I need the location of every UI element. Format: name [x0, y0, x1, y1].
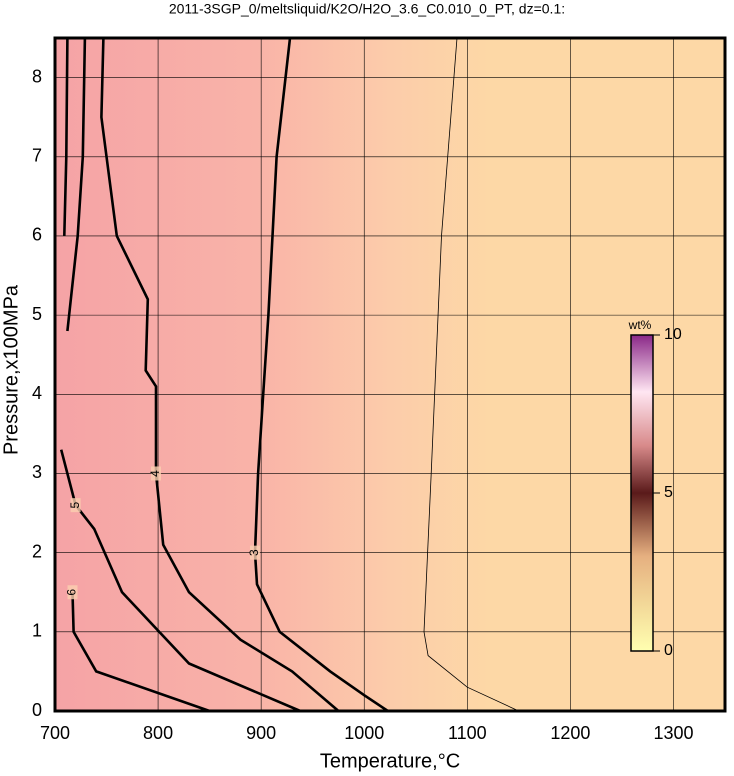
colorbar-ticks: 0 5 10 — [653, 326, 682, 659]
y-tick-label: 2 — [32, 541, 42, 561]
plot-frame — [53, 36, 727, 713]
x-tick-label: 800 — [143, 723, 173, 743]
contours: 3 4 5 6 — [59, 37, 519, 713]
contour-label: 3 — [247, 549, 261, 556]
plot-background — [55, 38, 725, 711]
contour-label-bg — [151, 466, 162, 481]
x-tick-label: 1000 — [344, 723, 384, 743]
chart-title: 2011-3SGP_0/meltsliquid/K2O/H2O_3.6_C0.0… — [169, 1, 565, 17]
y-tick-label: 4 — [32, 383, 42, 403]
x-axis-label: Temperature,°C — [320, 750, 460, 772]
y-axis-label: Pressure,x100MPa — [0, 284, 22, 455]
contour-label-bg — [70, 498, 81, 513]
contour-label-bg — [67, 585, 78, 600]
grid — [54, 38, 725, 712]
colorbar-tick-label: 5 — [664, 484, 673, 501]
y-tick-label: 7 — [32, 146, 42, 166]
contour-line — [63, 37, 211, 713]
colorbar-tick-label: 0 — [664, 642, 673, 659]
x-tick-label: 1200 — [550, 723, 590, 743]
contour-label: 5 — [68, 501, 82, 508]
contour-label: 4 — [148, 470, 162, 477]
y-tick-label: 1 — [32, 621, 42, 641]
x-tick-label: 700 — [40, 723, 70, 743]
contour-line — [59, 37, 301, 713]
y-tick-label: 5 — [32, 304, 42, 324]
contour-label: 6 — [65, 589, 79, 596]
y-tick-label: 0 — [32, 700, 42, 720]
y-tick-label: 8 — [32, 66, 42, 86]
x-tick-label: 1100 — [448, 723, 487, 743]
contour-label-bg — [249, 545, 260, 560]
colorbar — [630, 334, 654, 652]
y-tick-label: 3 — [32, 462, 42, 482]
contour-line — [100, 37, 340, 712]
x-tick-label: 900 — [246, 723, 276, 743]
colorbar-tick-label: 10 — [664, 326, 682, 343]
x-tick-label: 1300 — [653, 723, 693, 743]
y-tick-label: 6 — [32, 225, 42, 245]
colorbar-label: wt% — [628, 318, 652, 332]
contour-line — [423, 37, 519, 712]
